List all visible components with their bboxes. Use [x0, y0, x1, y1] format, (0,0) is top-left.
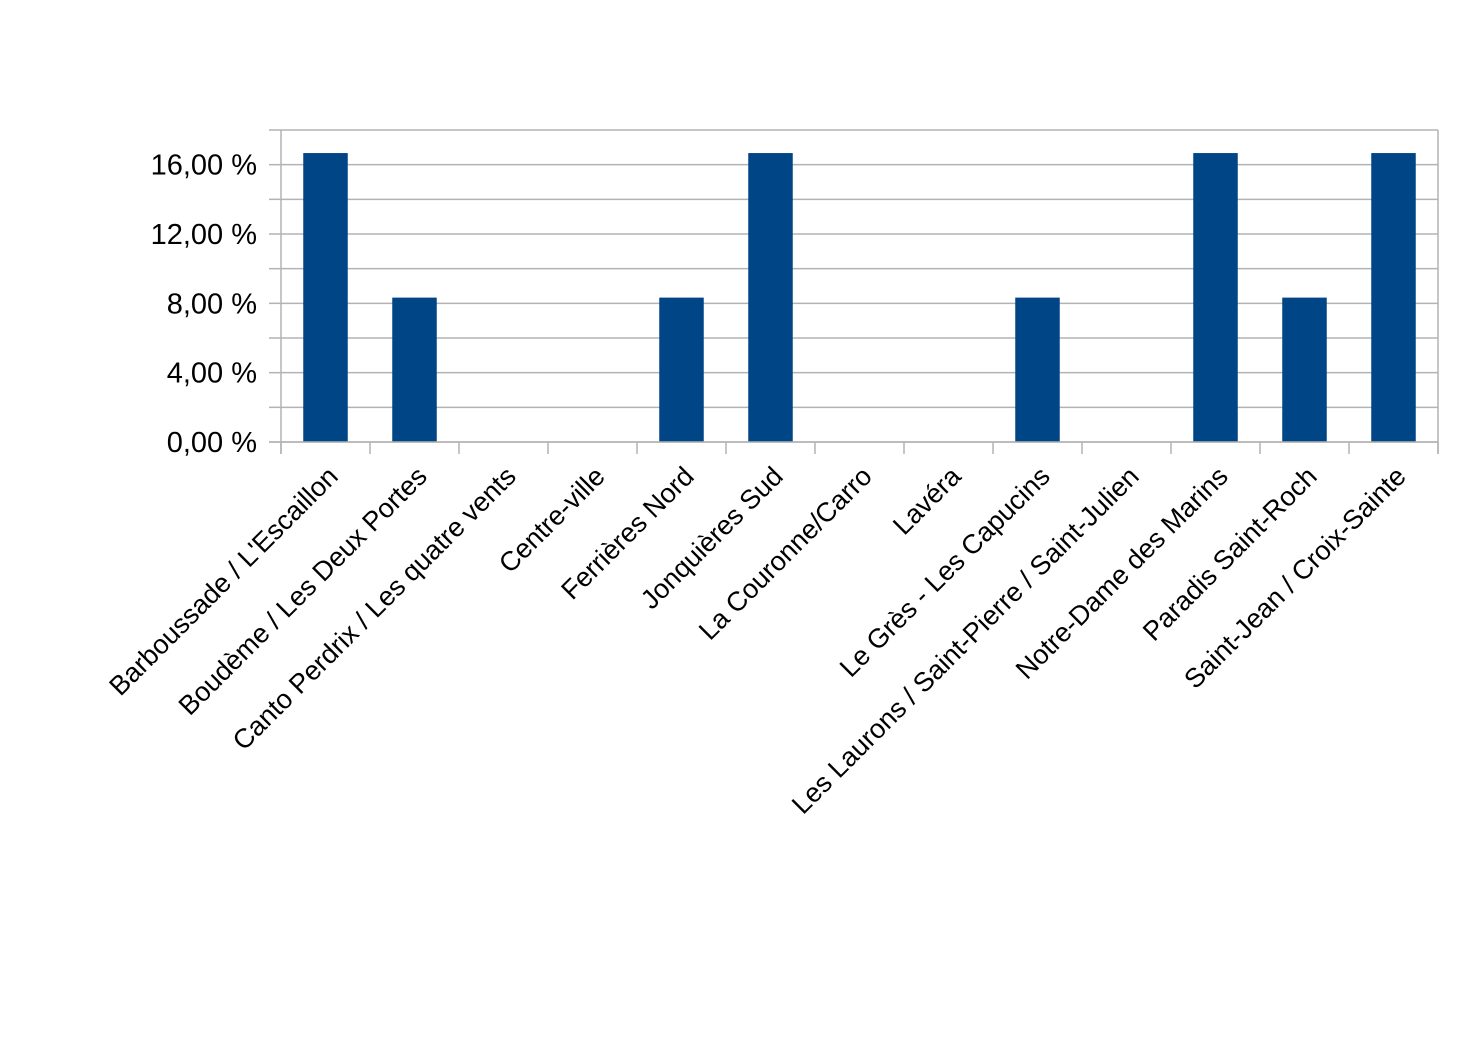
- y-tick-label: 0,00 %: [167, 427, 257, 459]
- y-tick-labels: 0,00 % 4,00 % 8,00 % 12,00 % 16,00 %: [151, 150, 257, 459]
- gridlines: [281, 129, 1438, 443]
- y-tick-label: 4,00 %: [167, 358, 257, 390]
- x-tick-label: Paradis Saint-Roch: [1137, 461, 1323, 647]
- bar: [1193, 153, 1238, 442]
- bar: [392, 297, 437, 442]
- bar: [748, 153, 793, 442]
- y-tick-label: 12,00 %: [151, 219, 257, 251]
- axes: [269, 129, 1439, 454]
- bar: [1282, 297, 1327, 442]
- bar: [659, 297, 704, 442]
- bars: [303, 153, 1416, 442]
- x-tick-label: Lavéra: [887, 460, 967, 540]
- x-tick-label: La Couronne/Carro: [693, 461, 878, 646]
- bar: [303, 153, 348, 442]
- y-tick-label: 8,00 %: [167, 288, 257, 320]
- y-tick-label: 16,00 %: [151, 150, 257, 182]
- bar: [1015, 297, 1060, 442]
- bar: [1371, 153, 1416, 442]
